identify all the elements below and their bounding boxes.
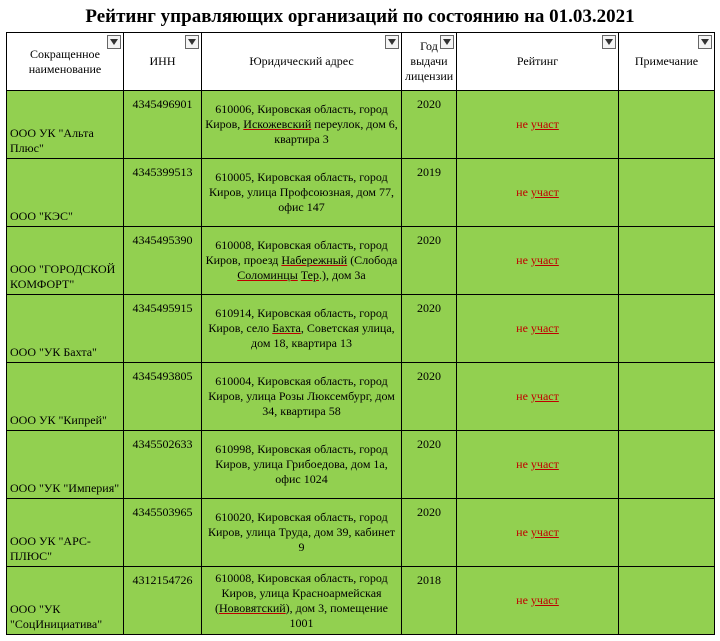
table-row: ООО "УК Бахта"4345495915610914, Кировска… xyxy=(7,295,715,363)
cell-inn: 4345495390 xyxy=(124,227,202,295)
col-header-rating: Рейтинг xyxy=(457,33,619,91)
cell-name: ООО "КЭС" xyxy=(7,159,124,227)
cell-name: ООО "УК "Империя" xyxy=(7,431,124,499)
table-row: ООО УК "Альта Плюс"4345496901610006, Кир… xyxy=(7,91,715,159)
cell-addr: 610020, Кировская область, город Киров, … xyxy=(202,499,402,567)
cell-inn: 4345502633 xyxy=(124,431,202,499)
cell-rating: не участ xyxy=(457,431,619,499)
cell-addr: 610004, Кировская область, город Киров, … xyxy=(202,363,402,431)
col-header-label: Примечание xyxy=(635,54,698,68)
table-row: ООО "УК "Империя"4345502633610998, Киров… xyxy=(7,431,715,499)
cell-note xyxy=(619,227,715,295)
cell-year: 2018 xyxy=(402,567,457,635)
cell-inn: 4345495915 xyxy=(124,295,202,363)
table-row: ООО "КЭС"4345399513610005, Кировская обл… xyxy=(7,159,715,227)
table-row: ООО УК "Кипрей"4345493805610004, Кировск… xyxy=(7,363,715,431)
col-header-name: Сокращенное наименование xyxy=(7,33,124,91)
cell-note xyxy=(619,567,715,635)
cell-name: ООО "УК "СоцИнициатива" xyxy=(7,567,124,635)
cell-year: 2020 xyxy=(402,499,457,567)
filter-dropdown-icon[interactable] xyxy=(185,35,199,49)
col-header-year: Год выдачи лицензии xyxy=(402,33,457,91)
filter-dropdown-icon[interactable] xyxy=(602,35,616,49)
cell-year: 2020 xyxy=(402,91,457,159)
cell-name: ООО "УК Бахта" xyxy=(7,295,124,363)
cell-note xyxy=(619,431,715,499)
cell-name: ООО УК "АРС-ПЛЮС" xyxy=(7,499,124,567)
table-row: ООО УК "АРС-ПЛЮС"4345503965610020, Киров… xyxy=(7,499,715,567)
col-header-label: ИНН xyxy=(150,54,176,68)
col-header-note: Примечание xyxy=(619,33,715,91)
cell-year: 2020 xyxy=(402,295,457,363)
cell-inn: 4345493805 xyxy=(124,363,202,431)
col-header-addr: Юридический адрес xyxy=(202,33,402,91)
cell-name: ООО "ГОРОДСКОЙ КОМФОРТ" xyxy=(7,227,124,295)
cell-rating: не участ xyxy=(457,567,619,635)
col-header-inn: ИНН xyxy=(124,33,202,91)
cell-name: ООО УК "Кипрей" xyxy=(7,363,124,431)
cell-addr: 610006, Кировская область, город Киров, … xyxy=(202,91,402,159)
cell-addr: 610008, Кировская область, город Киров, … xyxy=(202,567,402,635)
page-title: Рейтинг управляющих организаций по состо… xyxy=(6,6,714,28)
cell-year: 2020 xyxy=(402,431,457,499)
cell-rating: не участ xyxy=(457,227,619,295)
cell-year: 2019 xyxy=(402,159,457,227)
cell-rating: не участ xyxy=(457,499,619,567)
cell-note xyxy=(619,159,715,227)
col-header-label: Сокращенное наименование xyxy=(29,47,102,76)
cell-rating: не участ xyxy=(457,91,619,159)
cell-addr: 610914, Кировская область, город Киров, … xyxy=(202,295,402,363)
cell-rating: не участ xyxy=(457,363,619,431)
col-header-label: Юридический адрес xyxy=(249,54,353,68)
filter-dropdown-icon[interactable] xyxy=(440,35,454,49)
cell-addr: 610008, Кировская область, город Киров, … xyxy=(202,227,402,295)
filter-dropdown-icon[interactable] xyxy=(698,35,712,49)
cell-rating: не участ xyxy=(457,295,619,363)
cell-name: ООО УК "Альта Плюс" xyxy=(7,91,124,159)
cell-addr: 610998, Кировская область, город Киров, … xyxy=(202,431,402,499)
cell-year: 2020 xyxy=(402,363,457,431)
cell-note xyxy=(619,499,715,567)
cell-year: 2020 xyxy=(402,227,457,295)
table-row: ООО "УК "СоцИнициатива"4312154726610008,… xyxy=(7,567,715,635)
table-header-row: Сокращенное наименование ИНН Юридический… xyxy=(7,33,715,91)
cell-addr: 610005, Кировская область, город Киров, … xyxy=(202,159,402,227)
filter-dropdown-icon[interactable] xyxy=(385,35,399,49)
table-row: ООО "ГОРОДСКОЙ КОМФОРТ"4345495390610008,… xyxy=(7,227,715,295)
col-header-label: Рейтинг xyxy=(517,54,558,68)
cell-inn: 4345503965 xyxy=(124,499,202,567)
rating-table: Сокращенное наименование ИНН Юридический… xyxy=(6,32,715,635)
cell-inn: 4312154726 xyxy=(124,567,202,635)
cell-note xyxy=(619,295,715,363)
cell-note xyxy=(619,91,715,159)
filter-dropdown-icon[interactable] xyxy=(107,35,121,49)
cell-rating: не участ xyxy=(457,159,619,227)
cell-inn: 4345399513 xyxy=(124,159,202,227)
cell-inn: 4345496901 xyxy=(124,91,202,159)
cell-note xyxy=(619,363,715,431)
